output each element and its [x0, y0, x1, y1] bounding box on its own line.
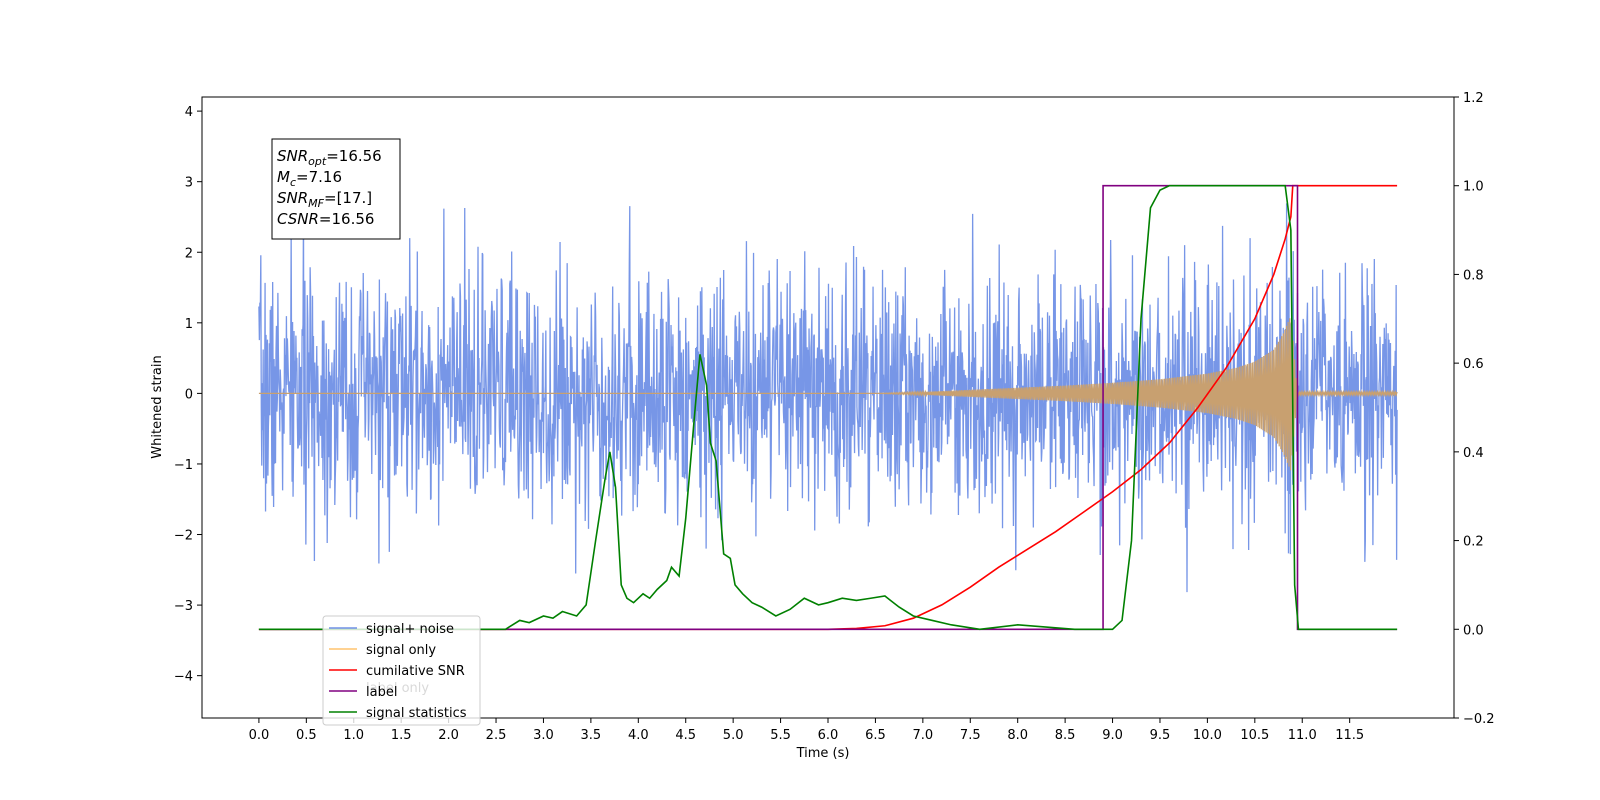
- x-axis: 0.0 0.5 1.0 1.5 2.0 2.5 3.0 3.5 4.0 4.5 5.0 5.5 6.0 6…: [249, 718, 1364, 743]
- x-tick-label: 10.0: [1193, 728, 1222, 743]
- series-signal-only: [258, 318, 1398, 471]
- y-tick-label: 4: [185, 105, 193, 120]
- x-tick-label: 6.0: [818, 728, 839, 743]
- series-signal-noise: [258, 203, 1398, 593]
- y-axis-right: 1.2 1.0 0.8 0.6 0.4 0.2 0.0 −0.2: [1454, 91, 1495, 727]
- y-tick-label: −4: [174, 670, 193, 685]
- y2-tick-label: 0.0: [1463, 623, 1484, 638]
- x-axis-title: Time (s): [796, 746, 850, 761]
- annotation-line: SNRMF=[17.]: [277, 189, 372, 210]
- y2-tick-label: 0.6: [1463, 357, 1484, 372]
- y-tick-label: 0: [185, 387, 193, 402]
- x-tick-label: 5.5: [770, 728, 791, 743]
- series-cumilative-snr: [258, 184, 1398, 631]
- legend: label only signal+ noise signal only cumila…: [322, 615, 481, 726]
- x-tick-label: 1.0: [343, 728, 364, 743]
- legend-label: signal only: [366, 643, 436, 658]
- x-tick-label: 3.0: [533, 728, 554, 743]
- x-tick-label: 2.0: [438, 728, 459, 743]
- y-tick-label: −2: [174, 529, 193, 544]
- legend-frame: [322, 615, 481, 726]
- annotation-frame: [271, 138, 401, 240]
- legend-label: label: [366, 685, 397, 700]
- x-tick-label: 5.0: [723, 728, 744, 743]
- x-tick-label: 4.5: [675, 728, 696, 743]
- x-tick-label: 9.5: [1150, 728, 1171, 743]
- legend-label: signal+ noise: [366, 622, 454, 637]
- x-tick-label: 7.0: [913, 728, 934, 743]
- x-tick-label: 11.0: [1288, 728, 1317, 743]
- x-tick-label: 6.5: [865, 728, 886, 743]
- x-tick-label: 1.5: [391, 728, 412, 743]
- y-tick-label: 1: [185, 317, 193, 332]
- x-tick-label: 8.0: [1007, 728, 1028, 743]
- series-signal-statistics: [258, 184, 1398, 631]
- legend-label: signal statistics: [366, 706, 467, 721]
- y-tick-label: 3: [185, 176, 193, 191]
- y-axis-title: Whitened strain: [150, 355, 165, 458]
- annotation-line: Mc=7.16: [277, 168, 342, 189]
- y2-tick-label: −0.2: [1463, 712, 1495, 727]
- y-tick-label: 2: [185, 246, 193, 261]
- legend-label: cumilative SNR: [366, 664, 465, 679]
- y2-tick-label: 1.2: [1463, 91, 1484, 106]
- y-tick-label: −3: [174, 599, 193, 614]
- x-tick-label: 11.5: [1335, 728, 1364, 743]
- annotation-line: CSNR=16.56: [277, 210, 374, 228]
- legend-occluded-text: label only: [366, 681, 429, 696]
- x-tick-label: 4.0: [628, 728, 649, 743]
- y2-tick-label: 0.4: [1463, 446, 1484, 461]
- annotation-line: SNRopt=16.56: [277, 147, 382, 168]
- x-tick-label: 0.5: [296, 728, 317, 743]
- y2-tick-label: 1.0: [1463, 180, 1484, 195]
- x-tick-label: 2.5: [486, 728, 507, 743]
- y-axis-left: 4 3 2 1 0 −1 −2 −3 −4: [174, 105, 202, 685]
- series-layer: [258, 184, 1398, 631]
- x-tick-label: 10.5: [1240, 728, 1269, 743]
- x-tick-label: 7.5: [960, 728, 981, 743]
- x-tick-label: 9.0: [1102, 728, 1123, 743]
- y2-tick-label: 0.8: [1463, 268, 1484, 283]
- x-tick-label: 8.5: [1055, 728, 1076, 743]
- y-tick-label: −1: [174, 458, 193, 473]
- x-tick-label: 0.0: [249, 728, 270, 743]
- y2-tick-label: 0.2: [1463, 535, 1484, 550]
- x-tick-label: 3.5: [581, 728, 602, 743]
